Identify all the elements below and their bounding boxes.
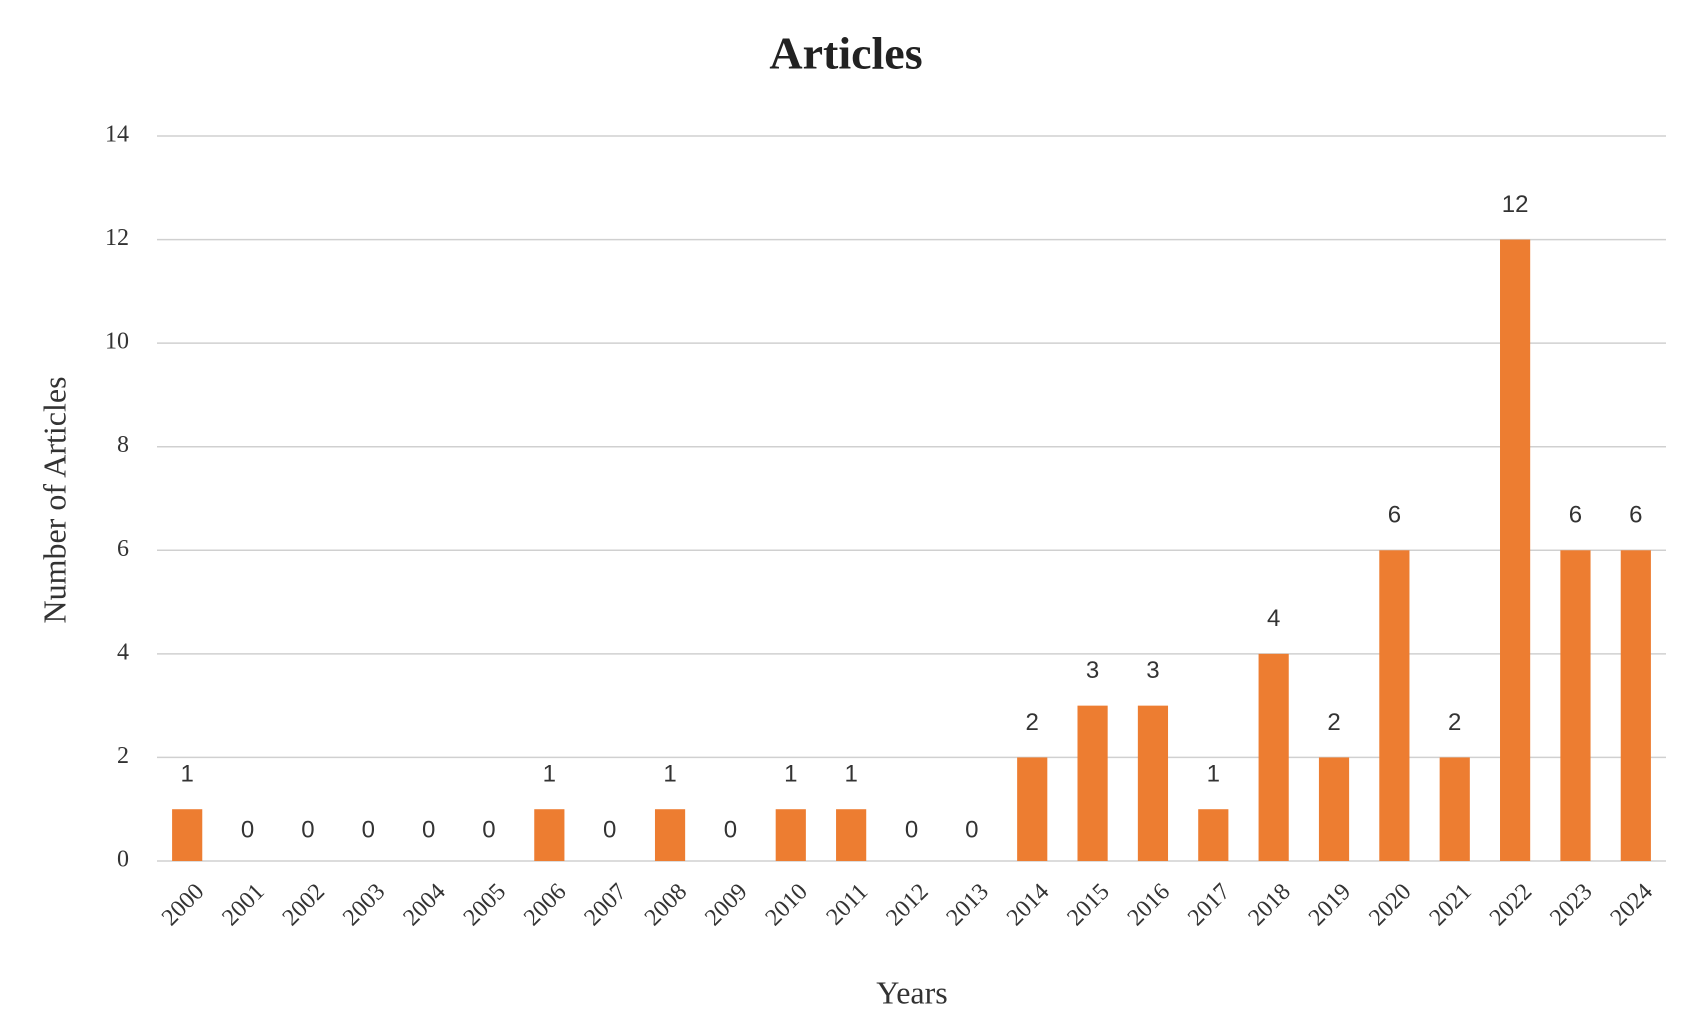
x-tick-label: 2013 (942, 879, 994, 931)
data-label: 2 (1448, 709, 1461, 736)
y-tick-label: 6 (117, 536, 129, 562)
x-tick-label: 2016 (1123, 879, 1175, 931)
x-tick-label: 2017 (1183, 879, 1235, 931)
bar (836, 809, 867, 861)
data-label: 12 (1502, 191, 1529, 218)
data-label: 0 (301, 816, 314, 843)
bar (172, 809, 203, 861)
data-label: 0 (422, 816, 435, 843)
x-tick-label: 2019 (1304, 879, 1356, 931)
y-tick-label: 0 (117, 847, 129, 873)
x-tick-label: 2010 (761, 879, 813, 931)
x-tick-label: 2023 (1545, 879, 1597, 931)
bar (1318, 757, 1350, 861)
data-label: 3 (1146, 657, 1159, 684)
data-label: 4 (1267, 605, 1280, 632)
data-label: 2 (1026, 709, 1039, 736)
x-tick-label: 2003 (338, 879, 390, 931)
bar (1439, 757, 1470, 861)
data-label: 3 (1086, 657, 1099, 684)
x-tick-label: 2007 (580, 879, 632, 931)
x-axis-label: Years (876, 974, 947, 1010)
x-tick-label: 2020 (1364, 879, 1416, 931)
x-tick-label: 2014 (1002, 879, 1054, 931)
x-tick-label: 2009 (700, 879, 752, 931)
x-tick-label: 2018 (1243, 879, 1295, 931)
chart-title: Articles (769, 28, 922, 79)
bar (1560, 550, 1591, 861)
y-tick-label: 12 (105, 225, 129, 251)
x-tick-label: 2008 (640, 879, 692, 931)
x-tick-label: 2021 (1425, 879, 1477, 931)
x-tick-label: 2001 (217, 879, 269, 931)
x-tick-label: 2012 (881, 879, 933, 931)
bar (775, 809, 806, 861)
data-label: 6 (1388, 502, 1401, 529)
y-axis-label: Number of Articles (36, 376, 72, 623)
y-tick-label: 4 (117, 639, 129, 665)
data-label: 0 (965, 816, 978, 843)
bar (1077, 705, 1108, 861)
data-label: 6 (1569, 502, 1582, 529)
x-tick-label: 2011 (822, 879, 874, 931)
data-label: 1 (181, 761, 194, 788)
bar (1500, 239, 1531, 862)
data-label: 0 (482, 816, 495, 843)
x-tick-label: 2006 (519, 879, 571, 931)
data-label: 0 (905, 816, 918, 843)
x-tick-label: 2004 (398, 879, 450, 931)
bar (1620, 550, 1651, 861)
bar (1379, 550, 1410, 861)
y-tick-label: 8 (117, 432, 129, 458)
bar (534, 809, 565, 861)
data-label: 6 (1629, 502, 1642, 529)
x-tick-label: 2002 (278, 879, 330, 931)
data-label: 0 (241, 816, 254, 843)
data-label: 2 (1327, 709, 1340, 736)
data-label: 0 (724, 816, 737, 843)
data-label: 1 (543, 761, 556, 788)
data-label: 1 (1207, 761, 1220, 788)
data-label: 1 (784, 761, 797, 788)
bar (654, 809, 686, 861)
y-tick-label: 10 (105, 329, 129, 355)
bar (1137, 705, 1169, 861)
y-tick-label: 2 (117, 743, 129, 769)
x-tick-label: 2022 (1485, 879, 1537, 931)
x-tick-label: 2005 (459, 879, 511, 931)
data-label: 0 (362, 816, 375, 843)
data-label: 1 (844, 761, 857, 788)
bar (1258, 653, 1289, 861)
bar (1017, 757, 1048, 861)
x-tick-label: 2015 (1062, 879, 1114, 931)
data-label: 1 (663, 761, 676, 788)
data-label: 0 (603, 816, 616, 843)
bar (1198, 809, 1229, 861)
x-tick-label: 2024 (1606, 879, 1658, 931)
x-tick-label: 2000 (157, 879, 209, 931)
y-tick-label: 14 (105, 122, 129, 148)
